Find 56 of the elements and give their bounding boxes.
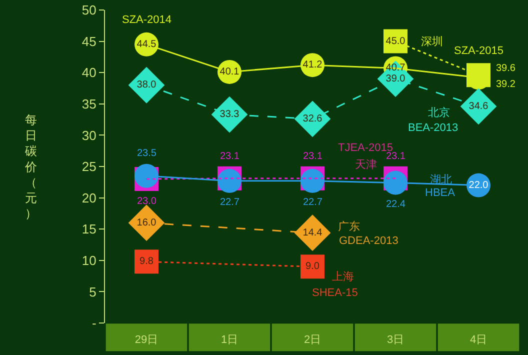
- annotation: BEA-2013: [408, 122, 458, 134]
- x-tick-label: 29日: [134, 334, 158, 346]
- point: [466, 63, 490, 88]
- data-label: 23.5: [137, 148, 157, 159]
- data-label: 41.2: [302, 60, 323, 71]
- annotation: 天津: [355, 158, 377, 171]
- data-label: 44.5: [136, 38, 157, 50]
- data-label: 39.6: [496, 63, 516, 74]
- annotation: 上海: [332, 270, 354, 283]
- annotation: 深圳: [421, 35, 443, 48]
- annotation: 北京: [428, 106, 450, 119]
- x-tick-label: 2日: [304, 334, 322, 346]
- data-label: 9.0: [306, 261, 320, 272]
- x-tick-label: 4日: [470, 334, 488, 346]
- data-label: 23.0: [137, 196, 157, 207]
- annotation: SHEA-15: [312, 287, 358, 299]
- annotation: SZA-2014: [122, 14, 172, 26]
- y-tick-label: 45: [82, 34, 96, 49]
- point: [384, 170, 408, 195]
- y-tick-label: 40: [82, 65, 96, 80]
- data-label: 23.1: [220, 151, 240, 162]
- y-tick-label: 10: [82, 252, 96, 268]
- point: [294, 214, 331, 252]
- y-tick-label: 25: [82, 159, 96, 174]
- data-label: 45.0: [386, 36, 406, 47]
- annotation: 广东: [338, 220, 360, 233]
- x-tick-label: 3日: [386, 334, 404, 346]
- data-label: 39.0: [386, 73, 406, 84]
- y-tick-label: 50: [82, 2, 96, 18]
- data-label: 23.1: [303, 151, 323, 162]
- annotation: HBEA: [425, 187, 456, 199]
- data-label: 9.8: [140, 256, 154, 268]
- y-axis-title: 每日碳价（元）: [24, 113, 37, 221]
- y-tick-label: 20: [82, 190, 96, 206]
- y-tick-label: -: [92, 316, 96, 331]
- x-tick-label: 1日: [220, 334, 238, 346]
- data-label: 32.6: [302, 113, 323, 124]
- data-label: 34.6: [468, 100, 489, 112]
- data-label: 38.0: [136, 80, 157, 91]
- y-tick-label: 30: [82, 128, 96, 143]
- data-label: 40.1: [220, 66, 240, 78]
- annotation: GDEA-2013: [339, 235, 398, 247]
- annotation: SZA-2015: [454, 45, 504, 57]
- data-label: 22.4: [386, 199, 406, 210]
- data-label: 22.0: [468, 180, 489, 191]
- data-label: 22.7: [220, 197, 240, 208]
- y-tick-label: 35: [82, 96, 96, 112]
- data-label: 33.3: [220, 109, 240, 120]
- y-tick-label: 15: [82, 222, 96, 237]
- data-label: 23.1: [386, 151, 406, 162]
- point: [134, 164, 158, 188]
- y-tick-label: 5: [89, 284, 96, 300]
- data-label: 39.2: [496, 79, 516, 90]
- data-label: 14.4: [302, 227, 323, 238]
- data-label: 22.7: [303, 197, 323, 208]
- data-label: 16.0: [136, 217, 157, 228]
